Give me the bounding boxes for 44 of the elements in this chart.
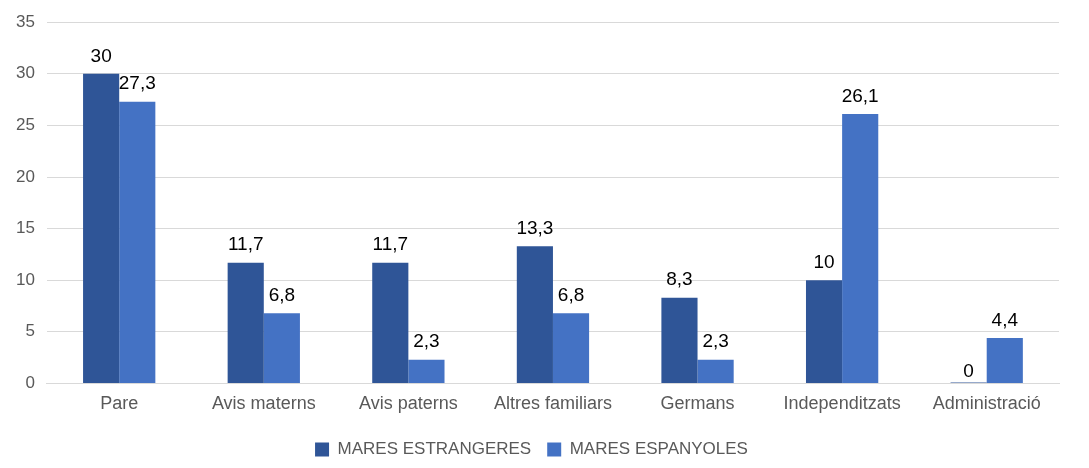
bar [842, 114, 879, 383]
legend-label: MARES ESTRANGERES [337, 439, 532, 459]
data-label: 6,8 [268, 283, 296, 305]
data-label: 11,7 [227, 233, 264, 255]
y-tick-label: 5 [25, 321, 35, 341]
x-tick-label: Administració [932, 393, 1041, 414]
data-label: 6,8 [557, 283, 585, 305]
y-tick-label: 10 [15, 269, 35, 289]
bar [552, 313, 590, 383]
data-label: 30 [90, 44, 112, 66]
x-tick-label: Germans [660, 393, 735, 414]
bar [408, 359, 445, 383]
data-label: 13,3 [516, 216, 554, 238]
y-tick-label: 35 [15, 11, 35, 31]
x-tick-label: Avis materns [211, 393, 316, 414]
data-label: 10 [813, 250, 835, 272]
y-tick-label: 25 [15, 115, 35, 135]
data-label: 26,1 [841, 84, 879, 106]
y-tick-label: 20 [15, 166, 35, 186]
bar [372, 262, 409, 383]
x-tick-label: Pare [100, 393, 139, 414]
bar [805, 280, 843, 383]
bar [263, 313, 300, 383]
bar [661, 297, 698, 383]
data-label: 8,3 [666, 268, 693, 290]
x-tick-label: Independitzats [783, 393, 901, 414]
bar [83, 73, 120, 383]
x-tick-label: Avis paterns [359, 393, 458, 414]
data-label: 2,3 [413, 330, 440, 352]
y-tick-label: 30 [15, 63, 35, 83]
bar [119, 101, 156, 383]
data-label: 0 [963, 360, 974, 382]
bar [986, 337, 1023, 383]
bar [227, 262, 264, 383]
data-label: 2,3 [702, 330, 729, 352]
bar [516, 246, 553, 383]
y-tick-label: 15 [15, 218, 35, 238]
x-tick-label: Altres familiars [493, 393, 612, 414]
data-label: 27,3 [118, 72, 156, 94]
y-tick-label: 0 [25, 373, 35, 393]
data-label: 4,4 [991, 308, 1019, 330]
legend-label: MARES ESPANYOLES [569, 439, 748, 459]
bar [697, 359, 734, 383]
data-label: 11,7 [372, 233, 409, 255]
